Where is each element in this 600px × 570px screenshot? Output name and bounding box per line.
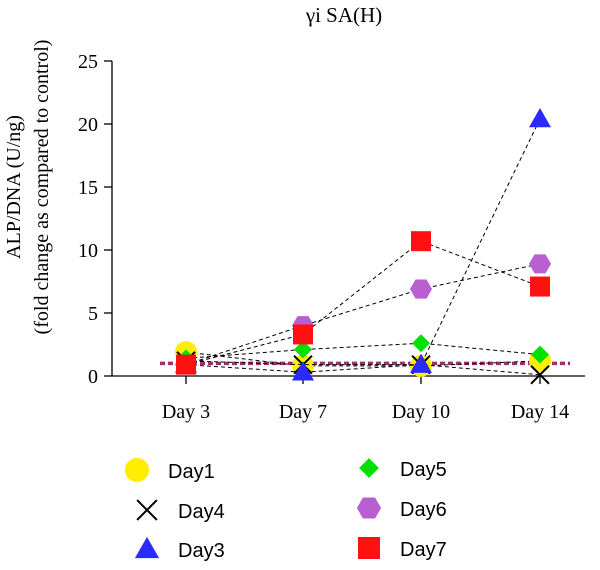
legend-marker — [134, 536, 160, 559]
x-tick-label: Day 10 — [392, 401, 450, 423]
legend-item-day5: Day5 — [359, 458, 447, 481]
data-point — [530, 276, 550, 297]
x-marker-stroke — [136, 499, 158, 521]
data-point — [176, 354, 196, 375]
legend-marker — [136, 499, 158, 521]
y-axis-label: ALP/DNA (U/ng) — [3, 115, 25, 259]
legend-marker — [359, 458, 379, 478]
legend-label: Day5 — [400, 459, 447, 481]
series-day4 — [176, 351, 550, 385]
legend-item-day1: Day1 — [124, 457, 215, 483]
x-tick-label: Day 3 — [162, 401, 210, 423]
legend-item-day4: Day4 — [136, 499, 225, 523]
data-point — [529, 107, 551, 128]
legend-marker — [124, 457, 150, 483]
legend-label: Day6 — [400, 499, 447, 521]
series-line — [185, 351, 541, 367]
series-day3 — [175, 107, 551, 381]
data-point — [293, 324, 313, 345]
series-day6 — [175, 254, 551, 375]
data-point — [412, 334, 430, 353]
data-point — [529, 254, 551, 274]
data-point — [410, 279, 432, 299]
y-tick-label: 15 — [78, 177, 98, 199]
data-point — [411, 231, 431, 252]
data-point — [530, 365, 550, 385]
legend-label: Day3 — [178, 540, 225, 562]
legend-marker — [356, 497, 382, 519]
legend-item-day7: Day7 — [358, 537, 447, 561]
legend-item-day6: Day6 — [356, 497, 447, 521]
data-point — [294, 340, 312, 359]
series-line — [185, 342, 541, 359]
legend-label: Day7 — [400, 539, 447, 561]
x-marker-stroke — [530, 365, 550, 385]
legend-label: Day1 — [168, 461, 215, 483]
legend-marker — [358, 537, 380, 559]
data-point — [292, 361, 314, 381]
chart-title: γi SA(H) — [305, 3, 382, 27]
series-line — [185, 240, 541, 366]
y-tick-label: 10 — [78, 240, 98, 262]
data-point — [410, 353, 432, 373]
legend-label: Day4 — [178, 501, 225, 523]
legend-item-day3: Day3 — [134, 536, 225, 562]
axes: 0 5 10 15 20 25 Day 3 Day 7 Day 10 Day 14 — [78, 51, 585, 423]
series-line — [185, 118, 541, 373]
y-axis-sublabel: (fold change as compared to control) — [31, 40, 53, 335]
y-tick-label: 25 — [78, 51, 98, 73]
y-tick-label: 5 — [88, 303, 98, 325]
x-tick-label: Day 14 — [511, 401, 569, 423]
data-point — [531, 345, 549, 364]
legend: Day1 Day4 Day3 Day5 Day6 Day7 — [124, 457, 447, 562]
series-day7 — [176, 231, 550, 375]
series-layer — [175, 107, 551, 385]
x-tick-label: Day 7 — [279, 401, 327, 423]
y-tick-label: 0 — [88, 366, 98, 388]
series-line — [185, 360, 541, 376]
series-line — [185, 263, 541, 366]
y-tick-label: 20 — [78, 114, 98, 136]
